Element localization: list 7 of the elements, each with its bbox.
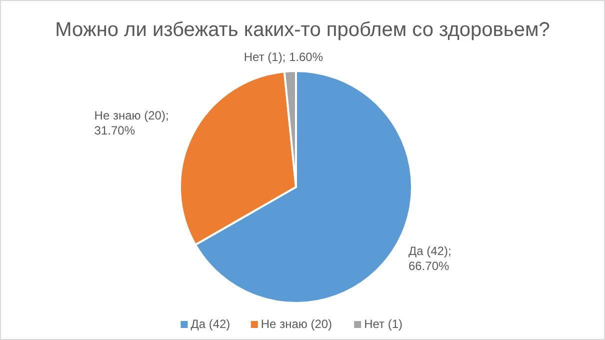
data-label: Да (42); 66.70% [408,244,452,273]
data-label: Не знаю (20); 31.70% [94,108,169,138]
legend-label: Нет (1) [364,317,403,331]
legend-label: Не знаю (20) [260,317,332,331]
chart-title: Можно ли избежать каких-то проблем со здоровьем? [55,19,550,41]
legend-label: Да (42) [190,317,230,331]
data-label: Нет (1); 1.60% [244,50,324,64]
